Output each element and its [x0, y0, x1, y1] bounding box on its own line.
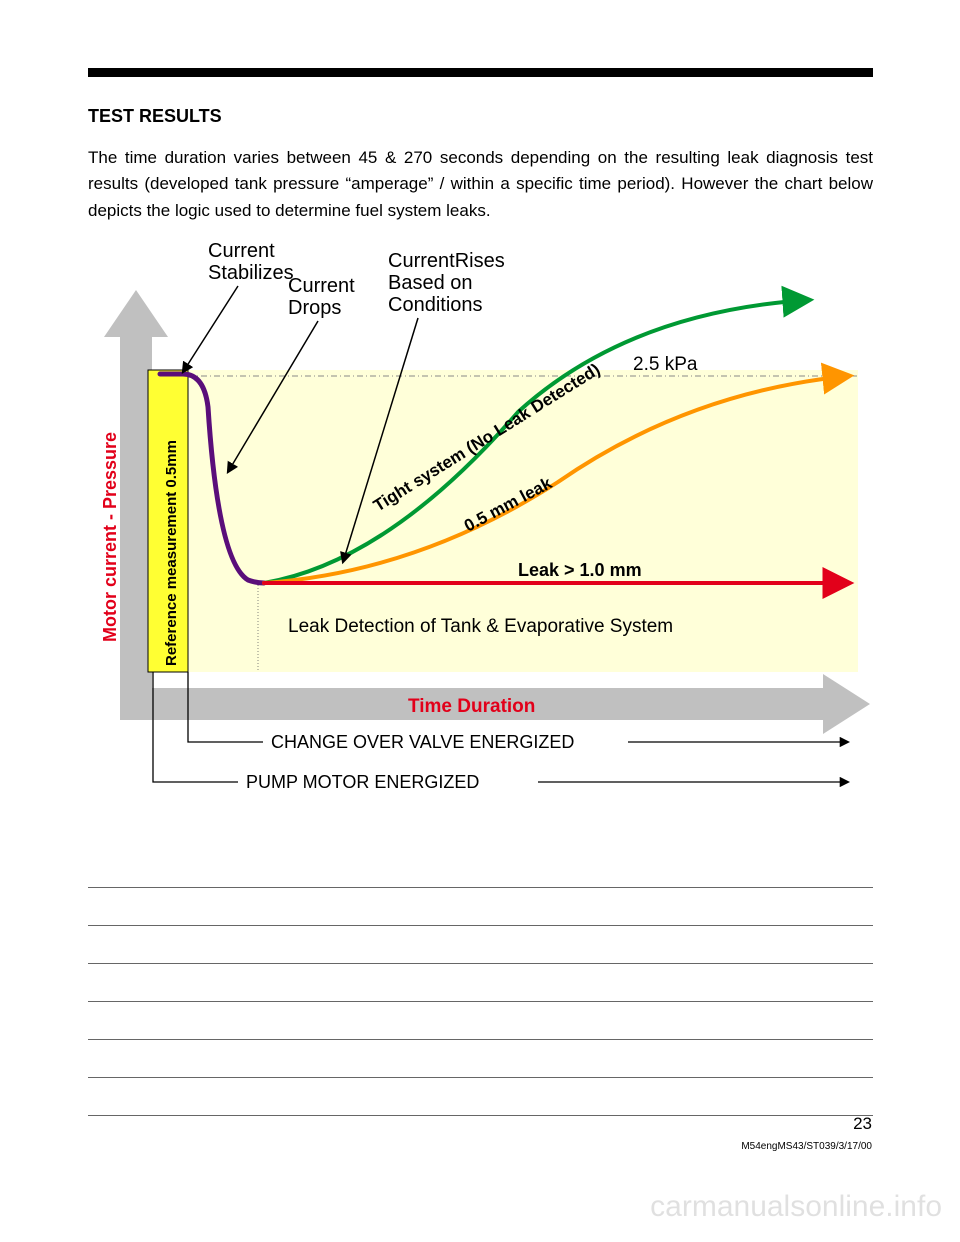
svg-text:PUMP MOTOR ENERGIZED: PUMP MOTOR ENERGIZED	[246, 772, 479, 792]
body-text: The time duration varies between 45 & 27…	[88, 145, 873, 224]
svg-text:Leak Detection of Tank & Evapo: Leak Detection of Tank & Evaporative Sys…	[288, 616, 673, 637]
note-line	[88, 1040, 873, 1078]
note-line	[88, 1002, 873, 1040]
header-rule	[88, 68, 873, 77]
svg-text:Stabilizes: Stabilizes	[208, 262, 294, 284]
watermark: carmanualsonline.info	[650, 1190, 942, 1224]
svg-text:Leak > 1.0 mm: Leak > 1.0 mm	[518, 560, 642, 580]
page-number: 23	[853, 1114, 872, 1134]
svg-text:Motor current - Pressure: Motor current - Pressure	[100, 432, 120, 642]
note-line	[88, 1078, 873, 1116]
svg-text:CHANGE OVER VALVE ENERGIZED: CHANGE OVER VALVE ENERGIZED	[271, 732, 574, 752]
note-lines	[88, 850, 873, 1116]
svg-text:Based on: Based on	[388, 272, 473, 294]
svg-text:Conditions: Conditions	[388, 294, 483, 316]
page-content: TEST RESULTS The time duration varies be…	[88, 106, 873, 832]
svg-text:CurrentRises: CurrentRises	[388, 250, 505, 272]
svg-text:Time Duration: Time Duration	[408, 696, 535, 717]
svg-text:Current: Current	[208, 242, 275, 262]
note-line	[88, 888, 873, 926]
note-line	[88, 850, 873, 888]
doc-code: M54engMS43/ST039/3/17/00	[741, 1141, 872, 1152]
svg-text:Reference measurement 0.5mm: Reference measurement 0.5mm	[163, 440, 180, 666]
note-line	[88, 926, 873, 964]
svg-text:Drops: Drops	[288, 297, 341, 319]
svg-text:Current: Current	[288, 275, 355, 297]
section-title: TEST RESULTS	[88, 106, 873, 127]
svg-text:2.5 kPa: 2.5 kPa	[633, 354, 698, 375]
leak-detection-chart: Tight system (No Leak Detected)0.5 mm le…	[88, 242, 873, 832]
note-line	[88, 964, 873, 1002]
